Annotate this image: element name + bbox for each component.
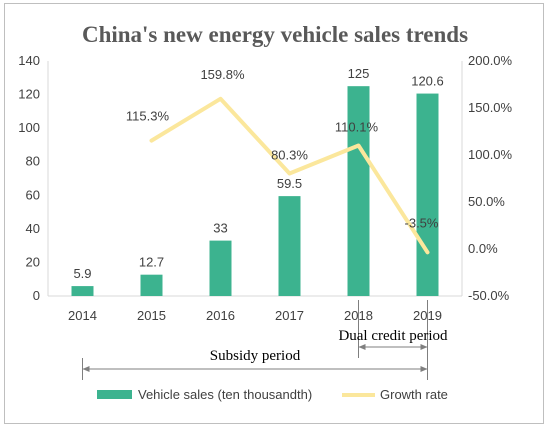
y-tick-label: 80 <box>26 154 40 169</box>
y2-tick-label: -50.0% <box>468 288 510 303</box>
legend: Vehicle sales (ten thousandth) Growth rat… <box>97 387 448 402</box>
y-tick-label: 0 <box>33 288 40 303</box>
bar <box>140 274 163 296</box>
y2-tick-label: 200.0% <box>468 53 513 68</box>
y-tick-label: 100 <box>18 120 40 135</box>
bar <box>278 196 301 296</box>
x-tick-label: 2015 <box>137 308 166 323</box>
bar-data-label: 12.7 <box>139 255 164 270</box>
bar <box>71 286 94 296</box>
bar-data-label: 120.6 <box>411 74 444 89</box>
legend-label-bar: Vehicle sales (ten thousandth) <box>138 387 312 402</box>
x-tick-label: 2016 <box>206 308 235 323</box>
y-tick-label: 60 <box>26 187 40 202</box>
annotations: Dual credit period Subsidy period <box>82 300 448 380</box>
y-tick-label: 140 <box>18 53 40 68</box>
bar <box>347 86 370 296</box>
chart-frame <box>4 3 544 424</box>
dual-credit-arrow-right <box>420 344 428 350</box>
subsidy-arrow-left <box>82 366 90 372</box>
y2-tick-label: 150.0% <box>468 100 513 115</box>
y2-tick-label: 100.0% <box>468 147 513 162</box>
bar <box>209 240 232 296</box>
line-data-label: 110.1% <box>335 120 379 135</box>
bar-data-label: 33 <box>213 221 227 236</box>
y-tick-label: 20 <box>26 254 40 269</box>
growth-line <box>149 96 430 255</box>
line-data-label: -3.5% <box>405 215 439 230</box>
line-data-label: 159.8% <box>200 67 245 82</box>
bar <box>416 93 439 296</box>
dual-credit-arrow-left <box>358 344 366 350</box>
subsidy-arrow-right <box>420 366 428 372</box>
y2-tick-label: 0.0% <box>468 241 498 256</box>
y-tick-label: 40 <box>26 221 40 236</box>
y-tick-label: 120 <box>18 87 40 102</box>
bar-data-label: 59.5 <box>277 176 302 191</box>
bar-data-label: 125 <box>348 66 370 81</box>
y2-tick-label: 50.0% <box>468 194 505 209</box>
chart-title: China's new energy vehicle sales trends <box>82 22 468 47</box>
x-tick-label: 2014 <box>68 308 97 323</box>
plot-area: 0 20 40 60 80 100 120 140 -50.0% 0.0% 50.0% 100.0% 1… <box>18 53 512 323</box>
line-data-label: 80.3% <box>271 148 308 163</box>
subsidy-label: Subsidy period <box>210 348 301 364</box>
x-tick-label: 2017 <box>275 308 304 323</box>
legend-label-line: Growth rate <box>380 387 448 402</box>
line-data-label: 115.3% <box>126 109 170 124</box>
bar-data-label: 5.9 <box>73 266 91 281</box>
legend-swatch-bar <box>97 390 132 399</box>
dual-credit-label: Dual credit period <box>338 328 448 344</box>
